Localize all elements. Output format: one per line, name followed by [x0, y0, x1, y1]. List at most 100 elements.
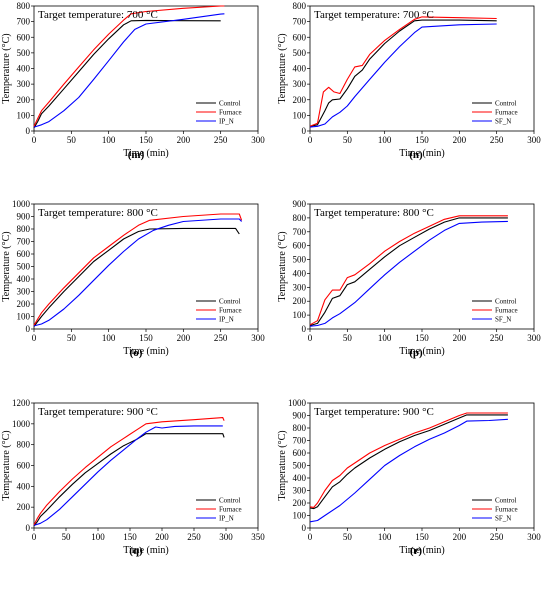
- x-tick-label: 250: [490, 135, 504, 145]
- y-tick-label: 700: [293, 17, 307, 27]
- target-temperature-annotation: Target temperature: 700 °C: [314, 9, 434, 21]
- y-tick-label: 100: [17, 110, 31, 120]
- series-line-furnace: [309, 16, 497, 127]
- legend-label: Control: [219, 298, 240, 306]
- target-temperature-annotation: Target temperature: 800 °C: [314, 207, 434, 219]
- y-tick-label: 300: [293, 79, 307, 89]
- legend-label: Furnace: [495, 506, 518, 514]
- x-axis-label: Time (min): [123, 346, 168, 357]
- chart-panel: 0 50 100 150 200 250 300 0 100 200 300 400 500 600 700…: [1, 1, 265, 161]
- y-tick-label: 800: [17, 440, 31, 450]
- y-tick-label: 900: [17, 212, 31, 222]
- panel-label: (r): [410, 545, 423, 557]
- x-tick-label: 150: [415, 532, 429, 542]
- y-tick-label: 600: [17, 249, 31, 259]
- y-axis-label: Temperature (°C): [1, 33, 12, 103]
- y-tick-label: 500: [17, 48, 31, 58]
- y-tick-label: 100: [293, 310, 307, 320]
- x-tick-label: 100: [378, 135, 392, 145]
- legend-label: SF_N: [495, 515, 511, 523]
- y-tick-label: 200: [293, 296, 307, 306]
- y-tick-label: 600: [17, 32, 31, 42]
- y-tick-label: 300: [293, 486, 307, 496]
- panel-label: (o): [130, 347, 143, 359]
- y-tick-label: 600: [293, 448, 307, 458]
- y-tick-label: 400: [293, 268, 307, 278]
- x-tick-label: 0: [308, 333, 313, 343]
- y-tick-label: 300: [17, 287, 31, 297]
- x-tick-label: 350: [251, 532, 265, 542]
- x-axis-label: Time (min): [123, 545, 168, 556]
- y-tick-label: 500: [293, 48, 307, 58]
- chart-panel: 0 50 100 150 200 250 300 350 0 200 400 600 800 1000 12…: [1, 398, 265, 557]
- y-tick-label: 200: [293, 498, 307, 508]
- legend-label: Furnace: [219, 307, 242, 315]
- x-tick-label: 50: [343, 532, 353, 542]
- x-tick-label: 300: [251, 333, 265, 343]
- series-line-furnace: [33, 213, 243, 326]
- x-tick-label: 100: [378, 333, 392, 343]
- y-axis-label: Temperature (°C): [1, 231, 12, 301]
- x-tick-label: 150: [139, 135, 153, 145]
- chart-panel: 0 50 100 150 200 250 300 0 100 200 300 400 500 600 700…: [1, 199, 265, 359]
- x-tick-label: 250: [490, 532, 504, 542]
- y-tick-label: 600: [17, 461, 31, 471]
- y-tick-label: 100: [293, 511, 307, 521]
- x-tick-label: 300: [219, 532, 233, 542]
- y-tick-label: 1000: [12, 419, 31, 429]
- y-tick-label: 400: [17, 64, 31, 74]
- y-axis-label: Temperature (°C): [277, 33, 288, 103]
- legend-label: Control: [495, 298, 516, 306]
- y-tick-label: 800: [293, 213, 307, 223]
- y-tick-label: 1200: [12, 398, 31, 408]
- target-temperature-annotation: Target temperature: 900 °C: [314, 406, 434, 418]
- x-axis-label: Time (min): [123, 148, 168, 159]
- series-line-furnace: [309, 215, 508, 326]
- x-axis-label: Time (min): [399, 346, 444, 357]
- target-temperature-annotation: Target temperature: 900 °C: [38, 406, 158, 418]
- y-tick-label: 0: [26, 324, 31, 334]
- x-tick-label: 250: [187, 532, 201, 542]
- x-tick-label: 0: [308, 532, 313, 542]
- y-tick-label: 800: [17, 1, 31, 11]
- legend-label: Furnace: [495, 307, 518, 315]
- y-tick-label: 400: [17, 481, 31, 491]
- y-tick-label: 900: [293, 411, 307, 421]
- y-axis-label: Temperature (°C): [277, 231, 288, 301]
- y-tick-label: 200: [293, 95, 307, 105]
- x-tick-label: 50: [343, 135, 353, 145]
- y-tick-label: 400: [293, 473, 307, 483]
- series-line-sf-n: [309, 418, 508, 523]
- y-tick-label: 500: [293, 255, 307, 265]
- x-tick-label: 50: [67, 135, 77, 145]
- series-line-sf-n: [309, 23, 497, 128]
- x-tick-label: 100: [102, 333, 116, 343]
- y-tick-label: 700: [17, 17, 31, 27]
- legend-label: Control: [495, 100, 516, 108]
- panel-label: (n): [409, 149, 423, 161]
- y-axis-label: Temperature (°C): [277, 430, 288, 500]
- legend-label: IP_N: [219, 316, 234, 324]
- y-tick-label: 200: [17, 502, 31, 512]
- legend-label: Control: [495, 497, 516, 505]
- y-tick-label: 0: [302, 523, 307, 533]
- series-line-control: [309, 414, 508, 510]
- chart-panel: 0 50 100 150 200 250 300 0 100 200 300 400 500 600 700…: [277, 1, 541, 161]
- x-tick-label: 50: [343, 333, 353, 343]
- series-line-ip-n: [33, 218, 243, 327]
- x-axis-label: Time (min): [399, 148, 444, 159]
- x-tick-label: 0: [32, 333, 37, 343]
- series-line-furnace: [309, 412, 508, 508]
- legend-label: Furnace: [219, 506, 242, 514]
- y-tick-label: 700: [293, 436, 307, 446]
- y-tick-label: 1000: [12, 199, 31, 209]
- x-tick-label: 100: [378, 532, 392, 542]
- y-tick-label: 100: [293, 110, 307, 120]
- y-tick-label: 200: [17, 299, 31, 309]
- legend-label: IP_N: [219, 515, 234, 523]
- series-line-control: [33, 19, 221, 129]
- target-temperature-annotation: Target temperature: 700 °C: [38, 9, 158, 21]
- x-tick-label: 250: [214, 333, 228, 343]
- x-tick-label: 200: [453, 135, 467, 145]
